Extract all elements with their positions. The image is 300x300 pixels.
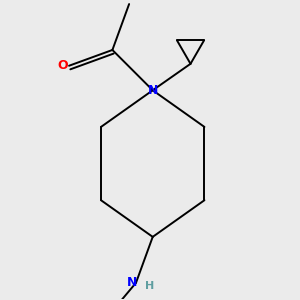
Text: N: N	[127, 276, 137, 289]
Text: H: H	[145, 280, 154, 290]
Text: N: N	[148, 84, 158, 97]
Text: O: O	[57, 59, 68, 72]
